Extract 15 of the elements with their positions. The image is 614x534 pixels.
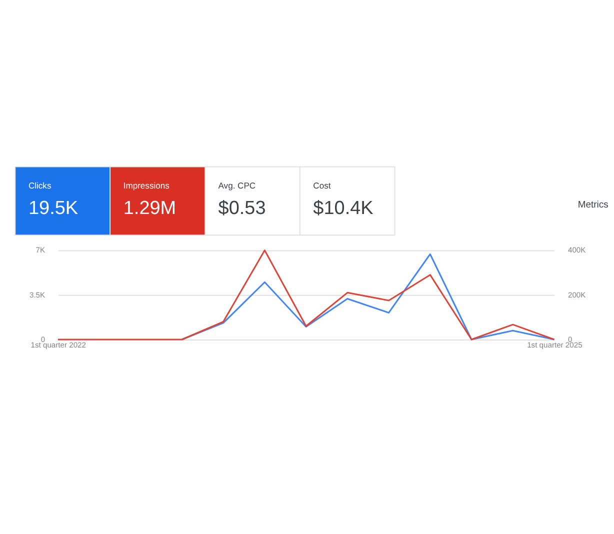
- text: $10.4K: [313, 198, 374, 220]
- text: $0.53: [218, 198, 266, 220]
- text: Metrics: [578, 200, 609, 211]
- text: 19.5K: [28, 198, 78, 220]
- y2-tick-label: 400K: [568, 246, 586, 255]
- y-tick-label: 3.5K: [29, 290, 46, 300]
- category-label: Clicks: [28, 180, 52, 191]
- category-label: Avg. CPC: [218, 180, 256, 191]
- x-tick-label: 1st quarter 2025: [527, 340, 582, 350]
- y2-tick-label: 200K: [568, 290, 586, 300]
- text: 1.29M: [123, 198, 176, 220]
- line-series: [57, 250, 555, 340]
- y-tick-label: 7K: [36, 246, 46, 255]
- category-label: Cost: [313, 180, 332, 191]
- category-label: Impressions: [123, 180, 170, 191]
